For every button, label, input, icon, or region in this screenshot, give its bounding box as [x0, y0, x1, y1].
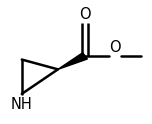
- Polygon shape: [58, 53, 87, 69]
- Text: O: O: [109, 40, 121, 55]
- Text: O: O: [79, 7, 91, 22]
- Text: NH: NH: [11, 97, 33, 112]
